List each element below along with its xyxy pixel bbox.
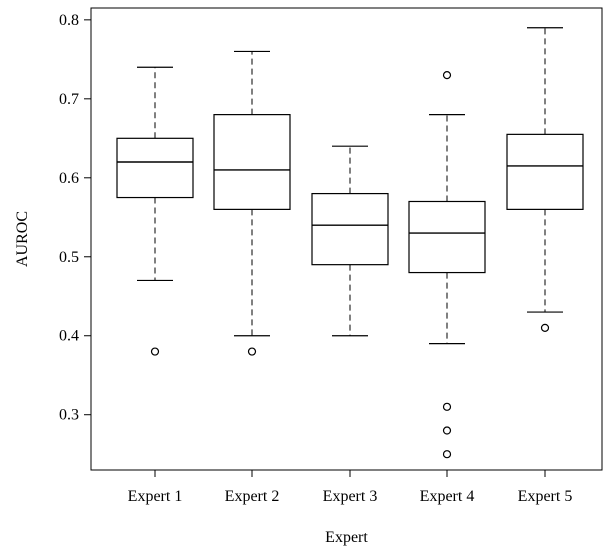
iqr-box (116, 137, 194, 199)
outlier-point (442, 426, 452, 435)
box-2 (213, 50, 291, 356)
outlier-point (540, 323, 550, 332)
box-1 (116, 66, 194, 356)
boxes (116, 27, 584, 459)
y-tick-label: 0.7 (59, 91, 79, 108)
y-tick-label: 0.4 (59, 328, 79, 345)
box-5 (506, 27, 584, 332)
x-tick-label: Expert 3 (323, 488, 378, 505)
x-tick-label: Expert 1 (128, 488, 183, 505)
plot-frame (90, 7, 603, 471)
y-tick-label: 0.3 (59, 407, 79, 424)
x-tick-label: Expert 4 (420, 488, 475, 505)
box-4 (408, 71, 486, 459)
x-tick-label: Expert 5 (518, 488, 573, 505)
y-tick-label: 0.6 (59, 170, 79, 187)
y-axis: 0.3 0.4 0.5 0.6 0.7 0.8 (59, 12, 91, 424)
x-axis-title: Expert (325, 529, 368, 546)
box-3 (311, 145, 389, 337)
y-tick-label: 0.8 (59, 12, 79, 29)
y-tick-label: 0.5 (59, 249, 79, 266)
x-axis: Expert 1 Expert 2 Expert 3 Expert 4 Expert 5 (128, 470, 573, 505)
outlier-point (442, 402, 452, 411)
outlier-point (442, 71, 452, 80)
x-tick-label: Expert 2 (225, 488, 280, 505)
outlier-point (247, 347, 257, 356)
iqr-box (506, 133, 584, 210)
iqr-box (408, 200, 486, 274)
iqr-box (213, 114, 291, 210)
outlier-point (442, 450, 452, 459)
iqr-box (311, 192, 389, 266)
y-axis-title: AUROC (14, 211, 31, 267)
outlier-point (150, 347, 160, 356)
